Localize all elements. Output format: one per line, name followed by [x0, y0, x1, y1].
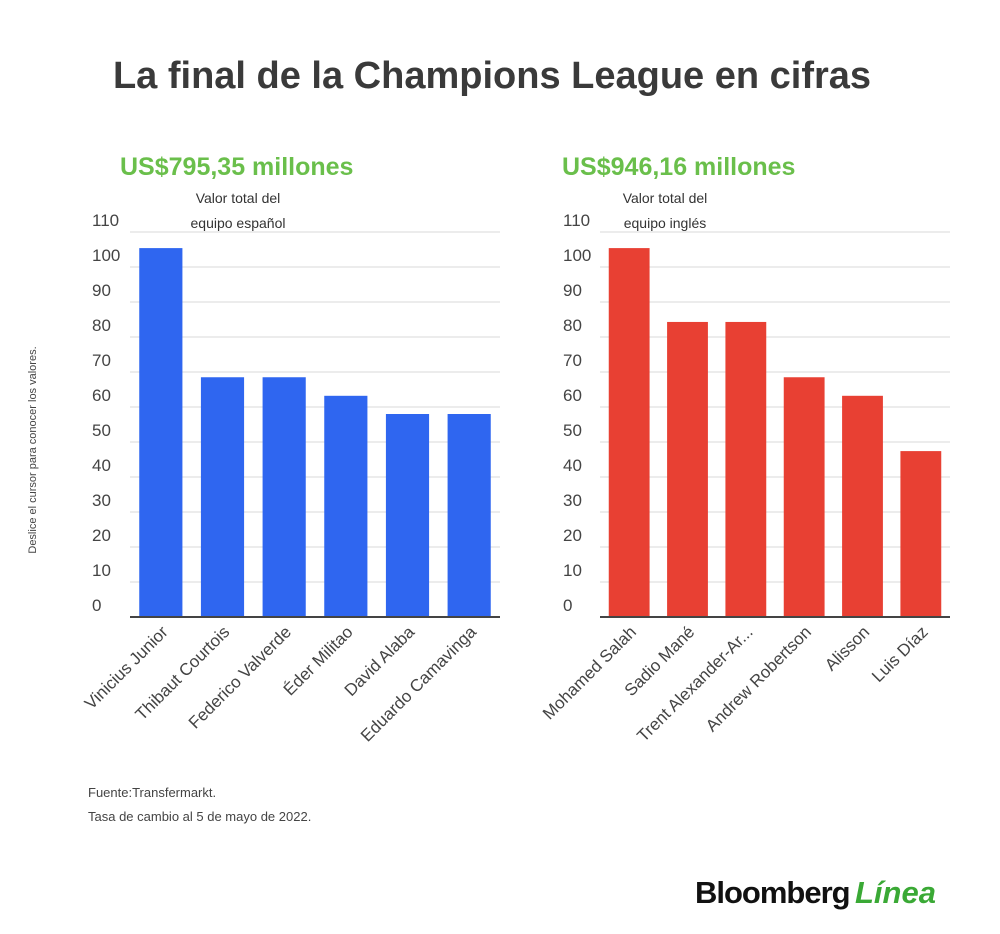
- y-tick-label: 0: [92, 596, 101, 615]
- y-tick-label: 10: [92, 561, 111, 580]
- logo-suffix: Línea: [855, 875, 936, 910]
- y-tick-label: 60: [92, 386, 111, 405]
- x-tick-label: Trent Alexander-Ar...: [633, 622, 756, 745]
- side-note: Deslice el cursor para conocer los valor…: [27, 346, 39, 553]
- y-tick-label: 50: [563, 421, 582, 440]
- y-tick-label: 40: [563, 456, 582, 475]
- y-tick-label: 50: [92, 421, 111, 440]
- chart-subtitle: equipo español: [191, 215, 286, 231]
- x-tick-label: Mohamed Salah: [539, 622, 640, 723]
- y-tick-label: 70: [563, 351, 582, 370]
- y-tick-label: 100: [92, 246, 120, 265]
- bar: [324, 395, 368, 617]
- y-tick-label: 40: [92, 456, 111, 475]
- y-tick-label: 10: [563, 561, 582, 580]
- bar: [667, 321, 708, 617]
- y-tick-label: 90: [563, 281, 582, 300]
- x-tick-label: Federico Valverde: [185, 622, 295, 732]
- bar: [262, 377, 306, 617]
- y-tick-label: 80: [92, 316, 111, 335]
- y-tick-label: 110: [563, 211, 590, 230]
- y-tick-label: 30: [563, 491, 582, 510]
- chart-subtitle: Valor total del: [623, 190, 708, 206]
- x-tick-label: Luis Díaz: [868, 622, 932, 686]
- bar: [447, 414, 491, 617]
- x-tick-label: Eduardo Camavinga: [357, 622, 480, 745]
- bar: [139, 248, 183, 617]
- y-tick-label: 20: [92, 526, 111, 545]
- x-tick-label: Andrew Robertson: [702, 622, 815, 735]
- y-tick-label: 90: [92, 281, 111, 300]
- y-tick-label: 20: [563, 526, 582, 545]
- chart-headline: US$946,16 millones: [562, 153, 795, 181]
- bar: [385, 414, 430, 617]
- y-tick-label: 0: [563, 596, 572, 615]
- y-tick-label: 30: [92, 491, 111, 510]
- chart-subtitle: equipo inglés: [624, 215, 707, 231]
- bar: [842, 395, 883, 617]
- chart-headline: US$795,35 millones: [120, 153, 353, 181]
- note: Tasa de cambio al 5 de mayo de 2022.: [88, 809, 311, 824]
- bar: [725, 321, 767, 617]
- y-tick-label: 60: [563, 386, 582, 405]
- y-tick-label: 70: [92, 351, 111, 370]
- x-tick-label: Alisson: [821, 622, 873, 674]
- chart-subtitle: Valor total del: [196, 190, 281, 206]
- bar: [608, 248, 650, 617]
- y-tick-label: 100: [563, 246, 591, 265]
- y-tick-label: 110: [92, 211, 119, 230]
- logo-brand: Bloomberg: [695, 875, 850, 910]
- page-title: La final de la Champions League en cifra…: [113, 55, 871, 97]
- source: Fuente:Transfermarkt.: [88, 785, 216, 800]
- y-tick-label: 80: [563, 316, 582, 335]
- bar: [200, 377, 245, 617]
- bar: [783, 377, 825, 617]
- bar: [900, 451, 942, 617]
